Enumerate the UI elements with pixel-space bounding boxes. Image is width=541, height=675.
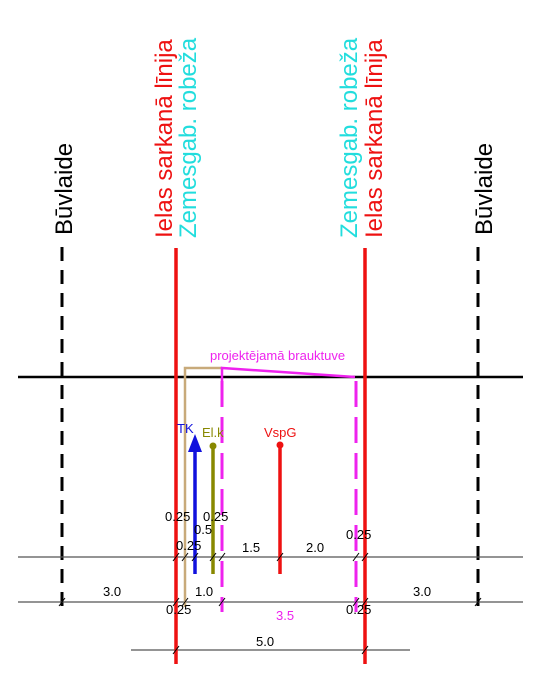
tan-boundary-line — [183, 366, 222, 607]
dim-30-left: 3.0 — [103, 584, 121, 599]
vspg-label: VspG — [264, 425, 297, 440]
elk-marker — [209, 442, 217, 450]
robeza-right-label: Zemesgab. robeža — [336, 37, 363, 238]
buvlaide-left-label: Būvlaide — [51, 143, 78, 235]
dim-20: 2.0 — [306, 540, 324, 555]
dim-30-right: 3.0 — [413, 584, 431, 599]
sarkana-linija-right-label: Ielas sarkanā līnija — [361, 39, 388, 238]
dim-025-d: 0.25 — [346, 527, 371, 542]
dim-025-e: 0.25 — [166, 602, 191, 617]
dim-025-c: 0.25 — [176, 538, 201, 553]
dim-025-a: 0.25 — [165, 509, 190, 524]
dim-50: 5.0 — [256, 634, 274, 649]
robeza-left-label: Zemesgab. robeža — [175, 37, 202, 238]
dim-025-f: 0.25 — [346, 602, 371, 617]
dim-15: 1.5 — [242, 540, 260, 555]
dim-10: 1.0 — [195, 584, 213, 599]
ticks-lower — [58, 597, 482, 607]
tk-label: TK — [177, 421, 194, 436]
vspg-marker — [276, 441, 284, 449]
dim-05: 0.5 — [194, 522, 212, 537]
tk-arrowhead — [188, 434, 202, 452]
brauktuve-top-line — [220, 366, 356, 381]
buvlaide-right-label: Būvlaide — [471, 143, 498, 235]
ticks-bottom — [172, 645, 369, 655]
ticks-upper — [172, 552, 369, 562]
dim-025-b: 0.25 — [203, 509, 228, 524]
elk-label: El.k — [202, 425, 224, 440]
sarkana-linija-left-label: Ielas sarkanā līnija — [151, 39, 178, 238]
brauktuve-label: projektējamā brauktuve — [210, 348, 345, 363]
dim-35: 3.5 — [276, 608, 294, 623]
